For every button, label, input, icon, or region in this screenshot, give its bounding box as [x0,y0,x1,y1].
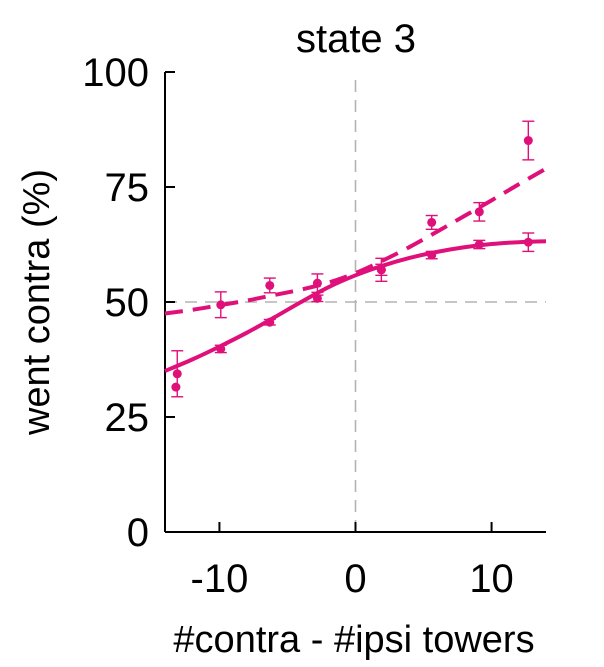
data-point-points-dashed-2 [265,280,275,290]
x-tick-label-10: 10 [469,557,514,601]
data-point-points-dashed-0 [172,369,182,379]
data-point-points-dashed-6 [474,207,484,217]
y-axis-label: went contra (%) [16,169,58,436]
data-point-points-solid-5 [427,250,437,260]
y-tick-label-75: 75 [105,166,150,210]
plot-area: 0 25 50 75 100 -10 0 10 [82,51,547,601]
y-tick-label-50: 50 [105,281,150,325]
data-point-points-solid-1 [216,344,226,354]
data-point-points-solid-7 [523,237,533,247]
chart-title: state 3 [296,17,416,61]
fit-curve-dashed-fit [164,166,547,316]
data-point-points-dashed-4 [376,265,386,275]
x-tick-label-0: 0 [344,557,366,601]
data-point-points-dashed-1 [216,300,226,310]
data-point-points-solid-6 [474,240,484,249]
x-tick-label--10: -10 [191,557,249,601]
y-tick-label-25: 25 [105,396,150,440]
y-tick-label-0: 0 [127,511,149,555]
data-point-points-solid-2 [265,317,275,327]
data-point-points-dashed-7 [523,136,533,146]
data-point-points-solid-3 [312,293,322,303]
y-tick-label-100: 100 [82,51,149,95]
x-axis-label: #contra - #ipsi towers [173,619,534,661]
data-point-points-solid-0 [171,382,181,392]
data-point-points-dashed-5 [427,217,437,227]
data-point-points-dashed-3 [312,278,322,288]
